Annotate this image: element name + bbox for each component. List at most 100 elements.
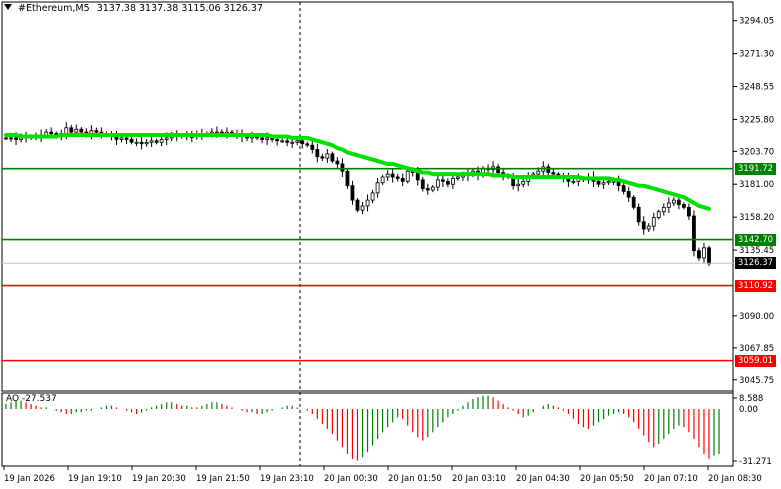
candle-body	[456, 176, 460, 179]
ao-top-label: 8.588	[739, 394, 763, 404]
candle-body	[325, 153, 330, 159]
time-tick-label: 20 Jan 03:10	[452, 474, 506, 484]
current-price-tag: 3126.37	[735, 257, 776, 270]
ohlc-values: 3137.38 3137.38 3115.06 3126.37	[96, 3, 263, 14]
candle-body	[676, 199, 681, 205]
price-tick-label: 3248.55	[739, 83, 774, 93]
candle-body	[636, 206, 641, 223]
candle-body	[355, 199, 360, 211]
candle-body	[94, 130, 99, 133]
candle-body	[159, 138, 164, 143]
price-axis-ticks: 3294.05 3271.30 3248.55 3225.80 3203.70 3181.…	[733, 17, 774, 386]
moving-average-line	[4, 133, 711, 211]
candle-body	[79, 128, 84, 133]
candle-body	[149, 140, 154, 143]
candle-body	[290, 141, 295, 144]
price-tick-label: 3294.05	[739, 17, 774, 27]
candle-body	[300, 140, 305, 145]
candle-body	[707, 247, 711, 265]
time-tick-label: 20 Jan 01:50	[388, 474, 442, 484]
candle-body	[285, 140, 290, 143]
candle-body	[265, 137, 270, 140]
candle-body	[661, 206, 666, 213]
price-tick-label: 3181.00	[739, 180, 774, 190]
ao-indicator-label: AO -27.537	[6, 394, 57, 404]
level-tag: 3191.72	[735, 162, 776, 175]
candle-body	[350, 185, 355, 201]
candle-body	[666, 202, 671, 208]
candle-body	[315, 149, 320, 158]
price-tick-label: 3158.20	[739, 213, 774, 223]
time-tick-label: 20 Jan 05:50	[580, 474, 634, 484]
candle-body	[601, 182, 606, 185]
candle-body	[671, 199, 676, 204]
candle-body	[445, 180, 450, 185]
candle-body	[134, 141, 139, 144]
candle-body	[451, 178, 455, 185]
candle-body	[596, 180, 601, 185]
candle-body	[631, 196, 636, 208]
triangle-down-icon[interactable]	[4, 4, 12, 10]
candle-body	[14, 137, 18, 140]
candle-body	[702, 247, 706, 259]
time-tick-label: 20 Jan 00:30	[324, 474, 378, 484]
candle-body	[420, 179, 425, 189]
candle-series	[4, 122, 711, 266]
ao-histogram	[5, 395, 720, 461]
candle-body	[641, 221, 646, 230]
candle-body	[340, 163, 345, 172]
candle-body	[9, 137, 13, 140]
candle-body	[621, 185, 626, 192]
candle-body	[385, 173, 390, 178]
candle-body	[330, 153, 335, 162]
candle-body	[370, 192, 375, 201]
candle-body	[415, 172, 420, 181]
candle-body	[69, 127, 74, 133]
time-tick-label: 19 Jan 21:50	[196, 474, 250, 484]
candle-body	[646, 225, 651, 230]
candle-body	[656, 211, 661, 218]
candle-body	[400, 178, 405, 182]
candle-body	[64, 127, 69, 134]
time-tick-label: 19 Jan 23:10	[260, 474, 314, 484]
time-tick-label: 19 Jan 19:10	[68, 474, 122, 484]
candle-body	[275, 138, 280, 142]
time-tick-label: 19 Jan 2026	[4, 474, 55, 484]
candle-body	[375, 182, 380, 194]
candle-body	[551, 172, 556, 175]
candle-body	[571, 180, 576, 183]
candle-body	[305, 143, 310, 146]
symbol-label: #Ethereum,M5	[18, 3, 90, 14]
candle-body	[310, 144, 315, 150]
price-tick-label: 3271.30	[739, 50, 774, 60]
candle-body	[360, 205, 365, 211]
ao-zero-label: 0.00	[739, 405, 758, 415]
level-tag: 3142.70	[735, 233, 776, 246]
candle-body	[395, 176, 400, 179]
candle-body	[425, 188, 430, 191]
candle-body	[49, 131, 54, 134]
candle-body	[144, 141, 149, 145]
candle-body	[119, 137, 124, 140]
price-tick-label: 3135.45	[739, 246, 774, 256]
candle-body	[139, 141, 144, 145]
candle-body	[380, 176, 385, 184]
level-tag: 3059.01	[735, 354, 776, 367]
time-axis: 19 Jan 2026 19 Jan 19:10 19 Jan 20:30 19 Ja…	[3, 466, 762, 484]
candle-body	[546, 166, 551, 174]
price-tick-label: 3225.80	[739, 115, 774, 125]
candle-body	[74, 128, 79, 133]
time-tick-label: 20 Jan 08:30	[708, 474, 762, 484]
price-tick-label: 3090.00	[739, 312, 774, 322]
candle-body	[626, 191, 631, 198]
candle-body	[129, 138, 134, 143]
candle-body	[124, 137, 129, 140]
level-lines	[2, 167, 733, 362]
candle-body	[440, 179, 445, 182]
candle-body	[606, 180, 611, 184]
price-tick-label: 3067.85	[739, 344, 774, 354]
candle-body	[280, 140, 285, 143]
candle-body	[405, 170, 410, 182]
